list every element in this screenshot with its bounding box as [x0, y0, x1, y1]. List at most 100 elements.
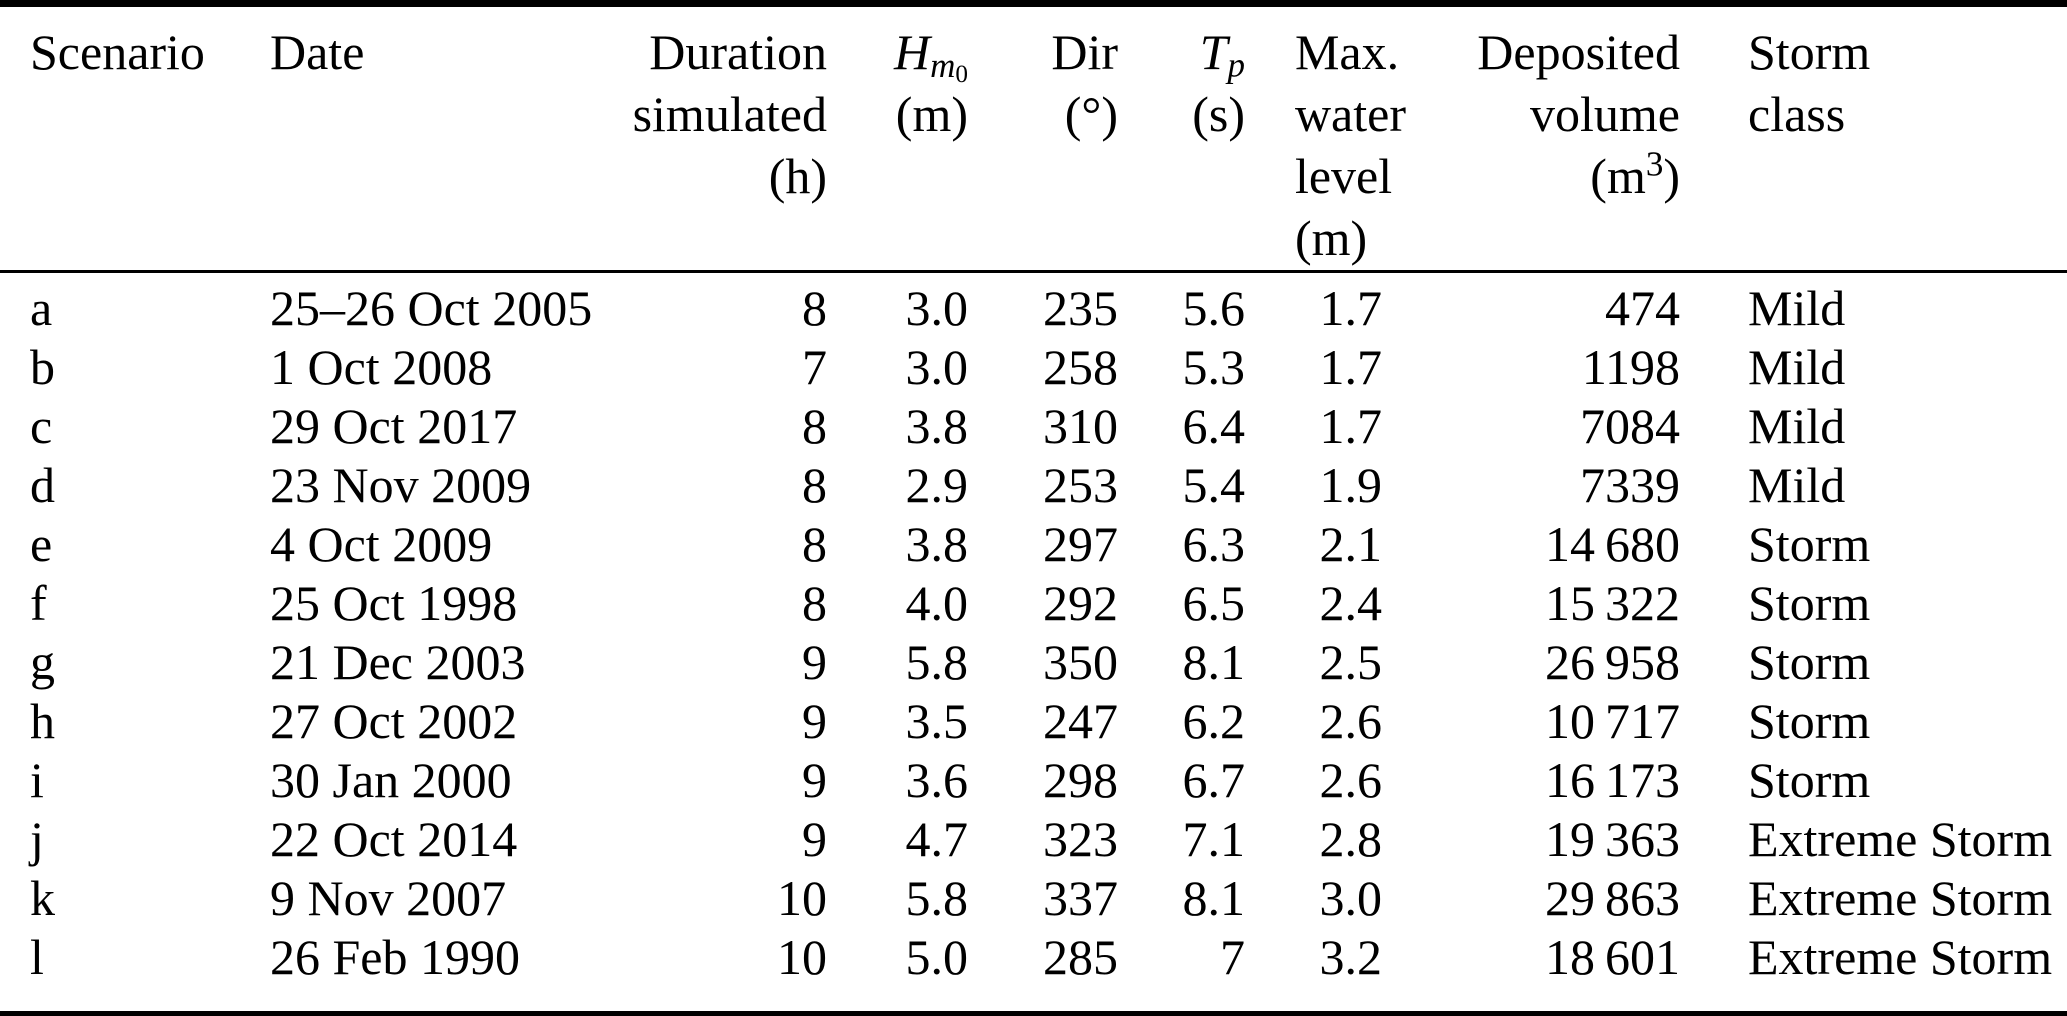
col-header-duration-simulated: Duration simulated (h): [610, 3, 832, 273]
cell-storm-class: Mild: [1748, 280, 1846, 336]
cell-tp: 6.2: [1182, 693, 1246, 749]
cell-scenario: c: [30, 398, 53, 454]
cell-date: 23 Nov 2009: [270, 457, 532, 513]
cell-deposited-volume: 7084: [1580, 398, 1680, 454]
hm0-symbol: Hm0: [894, 24, 968, 88]
header-unit: (m): [1294, 210, 1368, 266]
table-row: e 4 Oct 2009 8 3.8 297 6.3 2.1 14 680 St…: [0, 515, 2067, 574]
cell-dir: 323: [1043, 811, 1118, 867]
cell-hm0: 5.0: [905, 929, 969, 985]
cell-dir: 297: [1043, 516, 1118, 572]
cell-scenario: i: [30, 752, 44, 808]
cell-deposited-volume: 474: [1605, 280, 1680, 336]
cell-storm-class: Extreme Storm: [1748, 811, 2053, 867]
cell-tp: 6.3: [1182, 516, 1246, 572]
cell-storm-class: Extreme Storm: [1748, 870, 2053, 926]
cell-max-water-level: 1.7: [1319, 398, 1383, 454]
cell-max-water-level: 2.5: [1319, 634, 1383, 690]
cell-storm-class: Mild: [1748, 398, 1846, 454]
cell-deposited-volume: 18 601: [1544, 929, 1680, 985]
cell-storm-class: Storm: [1748, 575, 1871, 631]
cell-duration: 9: [802, 634, 827, 690]
cell-dir: 350: [1043, 634, 1118, 690]
cell-duration: 9: [802, 693, 827, 749]
table-header: Scenario Date Duration simulated (h) Hm0…: [0, 3, 2067, 273]
table-row: c 29 Oct 2017 8 3.8 310 6.4 1.7 7084 Mil…: [0, 397, 2067, 456]
cell-hm0: 3.6: [905, 752, 969, 808]
cell-max-water-level: 1.9: [1319, 457, 1383, 513]
cell-hm0: 2.9: [905, 457, 969, 513]
cell-duration: 9: [802, 811, 827, 867]
header-line: Max.: [1294, 24, 1400, 80]
cell-storm-class: Storm: [1748, 693, 1871, 749]
table-row: j 22 Oct 2014 9 4.7 323 7.1 2.8 19 363 E…: [0, 810, 2067, 869]
cell-deposited-volume: 1198: [1581, 339, 1680, 395]
cell-duration: 10: [777, 870, 827, 926]
header-stack: Max. water level (m): [1295, 21, 1406, 269]
cell-deposited-volume: 29 863: [1544, 870, 1680, 926]
table-header-row: Scenario Date Duration simulated (h) Hm0…: [0, 3, 2067, 273]
header-unit: (s): [1192, 86, 1245, 142]
col-header-scenario: Scenario: [0, 3, 250, 273]
cell-dir: 298: [1043, 752, 1118, 808]
cell-tp: 5.4: [1182, 457, 1246, 513]
cell-dir: 285: [1043, 929, 1118, 985]
cell-max-water-level: 2.8: [1319, 811, 1383, 867]
cell-hm0: 3.0: [905, 339, 969, 395]
cell-hm0: 3.0: [905, 280, 969, 336]
cell-date: 27 Oct 2002: [270, 693, 518, 749]
cell-duration: 9: [802, 752, 827, 808]
table-row: d 23 Nov 2009 8 2.9 253 5.4 1.9 7339 Mil…: [0, 456, 2067, 515]
cell-max-water-level: 2.6: [1319, 693, 1383, 749]
header-line: class: [1748, 86, 1846, 142]
cell-deposited-volume: 7339: [1580, 457, 1680, 513]
cell-scenario: g: [30, 634, 55, 690]
col-header-tp: Tp (s): [1123, 3, 1250, 273]
cell-deposited-volume: 15 322: [1544, 575, 1680, 631]
header-unit: (°): [1064, 86, 1118, 142]
cell-scenario: a: [30, 280, 53, 336]
cell-max-water-level: 2.6: [1319, 752, 1383, 808]
header-unit: (m3): [1590, 144, 1680, 205]
cell-scenario: h: [30, 693, 55, 749]
col-header-max-water-level: Max. water level (m): [1250, 3, 1406, 273]
cell-deposited-volume: 14 680: [1544, 516, 1680, 572]
cell-dir: 247: [1043, 693, 1118, 749]
cell-dir: 310: [1043, 398, 1118, 454]
cell-duration: 8: [802, 457, 827, 513]
cell-date: 4 Oct 2009: [270, 516, 493, 572]
cell-date: 21 Dec 2003: [270, 634, 526, 690]
cell-tp: 7.1: [1182, 811, 1246, 867]
cell-max-water-level: 2.1: [1319, 516, 1383, 572]
col-header-date: Date: [250, 3, 610, 273]
cell-hm0: 3.8: [905, 516, 969, 572]
cell-hm0: 4.0: [905, 575, 969, 631]
header-unit: (h): [768, 148, 827, 204]
cell-tp: 5.3: [1182, 339, 1246, 395]
tp-symbol: Tp: [1199, 24, 1245, 85]
table-row: k 9 Nov 2007 10 5.8 337 8.1 3.0 29 863 E…: [0, 869, 2067, 928]
cell-max-water-level: 1.7: [1319, 339, 1383, 395]
table-row: a 25–26 Oct 2005 8 3.0 235 5.6 1.7 474 M…: [0, 272, 2067, 339]
cell-date: 9 Nov 2007: [270, 870, 507, 926]
cell-date: 29 Oct 2017: [270, 398, 518, 454]
table-body: a 25–26 Oct 2005 8 3.0 235 5.6 1.7 474 M…: [0, 272, 2067, 1014]
cell-scenario: l: [30, 929, 44, 985]
header-line: Storm: [1748, 24, 1871, 80]
cell-hm0: 5.8: [905, 870, 969, 926]
cell-scenario: j: [30, 811, 44, 867]
cell-hm0: 5.8: [905, 634, 969, 690]
header-line: Duration: [649, 24, 827, 80]
cell-hm0: 4.7: [905, 811, 969, 867]
cell-tp: 7: [1220, 929, 1245, 985]
cell-storm-class: Storm: [1748, 752, 1871, 808]
cell-tp: 5.6: [1182, 280, 1246, 336]
header-line: simulated: [632, 86, 827, 142]
cell-max-water-level: 3.0: [1319, 870, 1383, 926]
cell-dir: 258: [1043, 339, 1118, 395]
cell-date: 1 Oct 2008: [270, 339, 493, 395]
cell-date: 26 Feb 1990: [270, 929, 520, 985]
cell-scenario: k: [30, 870, 55, 926]
